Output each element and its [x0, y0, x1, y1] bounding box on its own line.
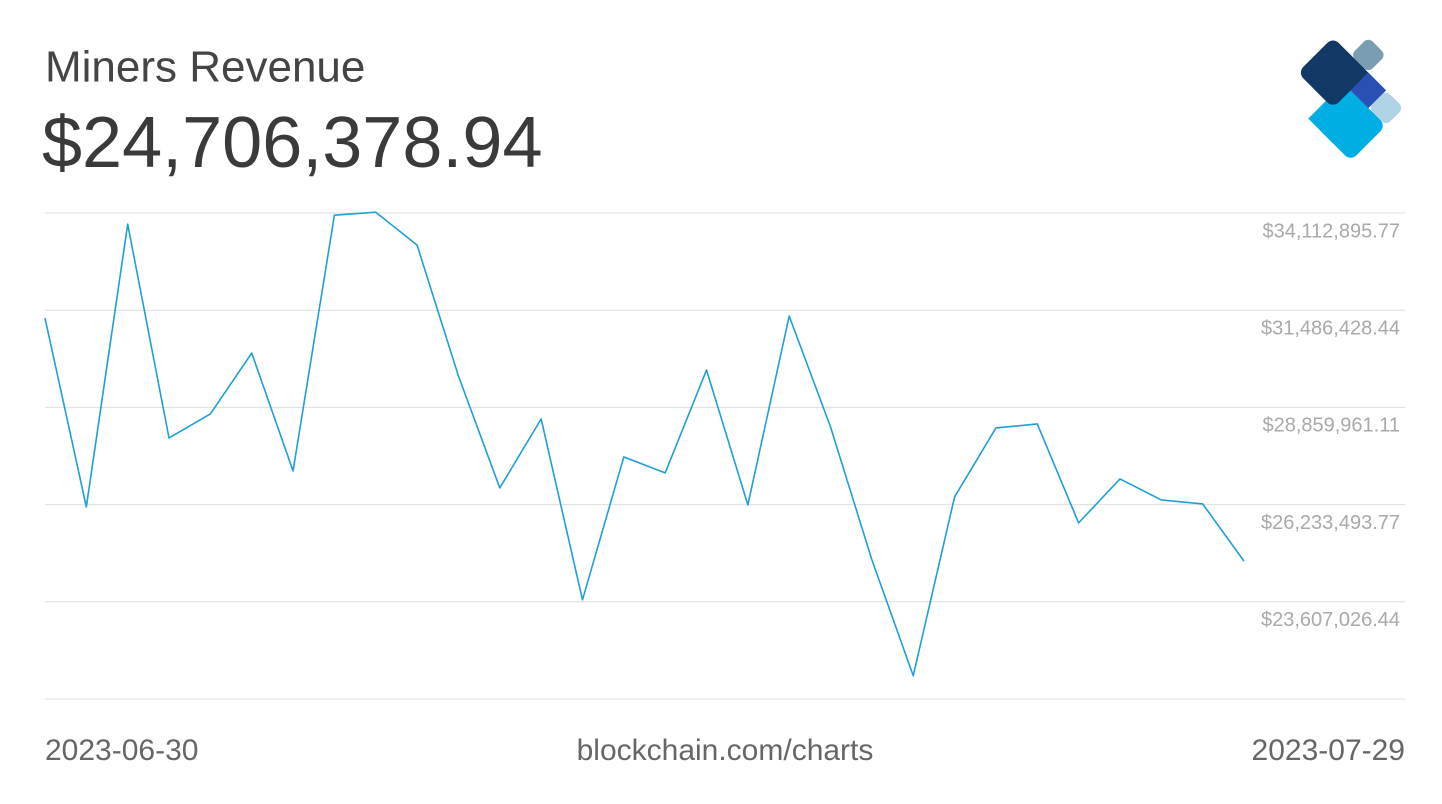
- source-label: blockchain.com/charts: [577, 734, 874, 767]
- y-tick-label: $23,607,026.44: [1261, 609, 1400, 631]
- y-tick-label: $34,112,895.77: [1262, 220, 1400, 242]
- y-tick-label: $28,859,961.11: [1262, 415, 1400, 437]
- x-start-label: 2023-06-30: [45, 734, 198, 767]
- x-end-label: 2023-07-29: [1252, 734, 1405, 767]
- chart-title: Miners Revenue: [45, 43, 365, 92]
- logo: [1300, 39, 1402, 158]
- y-tick-label: $26,233,493.77: [1261, 512, 1400, 534]
- data-line: [44, 211, 1245, 677]
- headline-value: $24,706,378.94: [42, 103, 542, 183]
- y-tick-label: $31,486,428.44: [1261, 317, 1400, 339]
